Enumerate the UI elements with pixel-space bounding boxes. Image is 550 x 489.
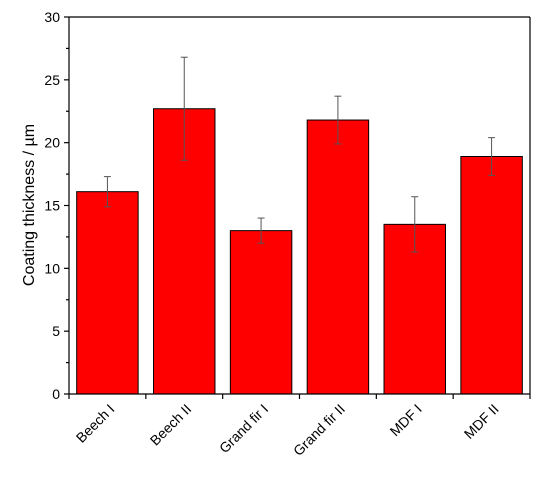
axes-layer bbox=[64, 16, 531, 399]
error-bar-5 bbox=[411, 196, 419, 253]
bar-3 bbox=[229, 230, 293, 395]
y-tick-label: 15 bbox=[44, 198, 60, 214]
y-tick-label: 30 bbox=[44, 9, 60, 25]
y-tick-label: 20 bbox=[44, 135, 60, 151]
error-bar-4 bbox=[334, 95, 342, 145]
y-tick-label: 0 bbox=[52, 386, 60, 402]
error-bar-1 bbox=[103, 176, 111, 208]
bar-1 bbox=[76, 191, 139, 395]
bar-6 bbox=[460, 155, 523, 395]
x-tick-label: Grand fir I bbox=[216, 401, 271, 456]
y-tick-label: 5 bbox=[52, 323, 60, 339]
bars-layer bbox=[76, 56, 523, 395]
x-tick-label: Beech I bbox=[73, 401, 118, 446]
x-tick-label: Beech II bbox=[147, 401, 195, 449]
error-bar-2 bbox=[180, 56, 188, 161]
y-tick-label: 25 bbox=[44, 72, 60, 88]
y-tick-label: 10 bbox=[44, 260, 60, 276]
y-axis-label: Coating thickness / µm bbox=[21, 124, 38, 286]
x-tick-label: Grand fir II bbox=[290, 401, 348, 459]
error-bar-6 bbox=[488, 137, 496, 176]
error-bar-3 bbox=[257, 217, 265, 244]
x-tick-label: MDF I bbox=[387, 401, 425, 439]
bar-5 bbox=[383, 223, 446, 395]
x-tick-label: MDF II bbox=[461, 401, 502, 442]
bar-4 bbox=[306, 119, 370, 395]
